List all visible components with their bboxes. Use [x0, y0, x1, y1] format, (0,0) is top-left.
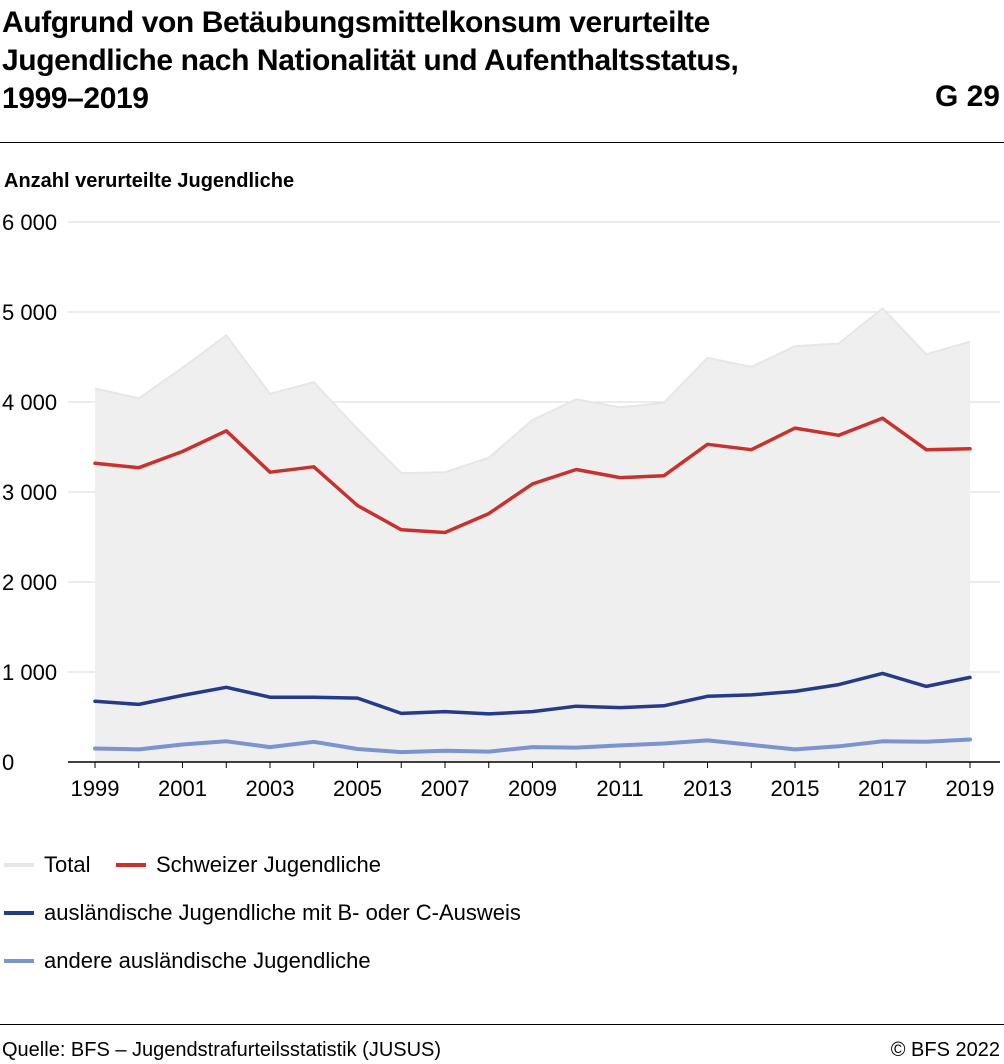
- series-lines: [93, 416, 972, 755]
- line-auslaendische-b-c-ausweis: [93, 671, 972, 716]
- legend-swatch-foreign-other: [4, 959, 34, 963]
- line-chart: 0 1 000 2 000 3 000 4 000 5 000 6 000 1999 2001 2…: [2, 210, 1000, 801]
- y-tick-label-3000: 3 000: [2, 480, 57, 505]
- title-line-1: Aufgrund von Betäubungsmittelkonsum veru…: [2, 6, 710, 39]
- legend-item-foreign-bc: ausländische Jugendliche mit B- oder C-A…: [4, 898, 521, 928]
- x-tick-label-2011: 2011: [596, 776, 643, 801]
- x-tick-label-2013: 2013: [683, 776, 732, 801]
- y-tick-label-6000: 6 000: [2, 210, 57, 235]
- x-tick-label-2001: 2001: [158, 776, 207, 801]
- footer: Quelle: BFS – Jugendstrafurteilsstatisti…: [0, 1037, 1004, 1063]
- legend-item-total: Total: [4, 850, 90, 880]
- legend-swatch-swiss: [116, 863, 146, 867]
- chart-title: Aufgrund von Betäubungsmittelkonsum veru…: [2, 4, 902, 118]
- x-tick-label-2005: 2005: [333, 776, 382, 801]
- legend: Total Schweizer Jugendliche ausländische…: [0, 845, 1004, 995]
- x-tick-label-2017: 2017: [858, 776, 907, 801]
- title-line-3: 1999–2019: [2, 82, 149, 115]
- y-tick-label-0: 0: [2, 750, 14, 775]
- source-note: Quelle: BFS – Jugendstrafurteilsstatisti…: [2, 1039, 442, 1061]
- y-tick-label-4000: 4 000: [2, 390, 57, 415]
- title-line-2: Jugendliche nach Nationalität und Aufent…: [2, 44, 739, 77]
- legend-item-swiss: Schweizer Jugendliche: [116, 850, 381, 880]
- line-total: [94, 307, 971, 475]
- chart-id: G 29: [934, 80, 1000, 113]
- legend-label-total: Total: [44, 852, 91, 877]
- y-tick-label-5000: 5 000: [2, 300, 57, 325]
- x-tick-label-2019: 2019: [946, 776, 995, 801]
- legend-label-swiss: Schweizer Jugendliche: [156, 852, 382, 877]
- total-area-layer: [94, 307, 971, 762]
- line-schweizer-jugendliche: [93, 416, 972, 535]
- copyright-note: © BFS 2022: [890, 1039, 1000, 1061]
- legend-item-foreign-other: andere ausländische Jugendliche: [4, 946, 371, 976]
- legend-swatch-foreign-bc: [4, 911, 34, 915]
- legend-swatch-total: [4, 863, 34, 867]
- y-axis-label: Anzahl verurteilte Jugendliche: [4, 170, 295, 192]
- x-tick-label-2007: 2007: [421, 776, 470, 801]
- x-tick-label-1999: 1999: [71, 776, 120, 801]
- y-tick-label-1000: 1 000: [2, 660, 57, 685]
- line-andere-auslaendische: [93, 737, 972, 755]
- footer-divider: [0, 1024, 1004, 1025]
- title-divider: [0, 142, 1004, 143]
- axes: 0 1 000 2 000 3 000 4 000 5 000 6 000 1999 2001 2…: [2, 210, 1000, 801]
- x-tick-label-2015: 2015: [771, 776, 820, 801]
- area-total: [95, 308, 970, 762]
- legend-label-foreign-other: andere ausländische Jugendliche: [44, 948, 371, 973]
- legend-label-foreign-bc: ausländische Jugendliche mit B- oder C-A…: [44, 900, 521, 925]
- x-tick-label-2003: 2003: [246, 776, 295, 801]
- x-tick-label-2009: 2009: [508, 776, 557, 801]
- y-tick-label-2000: 2 000: [2, 570, 57, 595]
